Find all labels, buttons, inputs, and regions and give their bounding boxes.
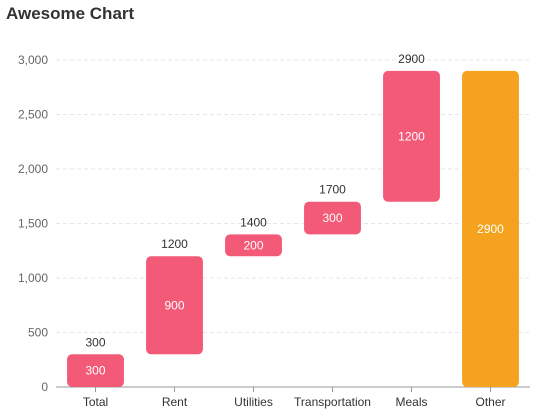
y-tick-label: 1,000 xyxy=(18,271,48,285)
bar-utilities xyxy=(225,234,282,257)
bar-total-label: 1200 xyxy=(161,237,188,251)
bar-total-label: 1400 xyxy=(240,215,267,229)
bar-total xyxy=(67,354,124,387)
y-tick-label: 3,000 xyxy=(18,53,48,67)
bar-value-label: 200 xyxy=(243,238,263,252)
x-tick-label: Meals xyxy=(395,395,427,409)
y-tick-label: 0 xyxy=(41,380,48,394)
bar-total-label: 1700 xyxy=(319,183,346,197)
bar-rent xyxy=(146,256,203,355)
bar-value-label: 300 xyxy=(85,364,105,378)
bar-value-label: 900 xyxy=(164,298,184,312)
bar-value-label: 1200 xyxy=(398,129,425,143)
chart-title: Awesome Chart xyxy=(6,4,135,23)
y-tick-label: 2,500 xyxy=(18,108,48,122)
y-tick-label: 1,500 xyxy=(18,217,48,231)
x-tick-label: Total xyxy=(83,395,108,409)
x-tick-label: Transportation xyxy=(294,395,371,409)
bar-meals xyxy=(383,70,440,202)
bar-value-label: 2900 xyxy=(477,222,504,236)
x-tick-label: Rent xyxy=(162,395,188,409)
y-tick-label: 2,000 xyxy=(18,162,48,176)
y-tick-label: 500 xyxy=(28,326,48,340)
x-tick-label: Other xyxy=(475,395,505,409)
x-tick-label: Utilities xyxy=(234,395,273,409)
bar-total-label: 300 xyxy=(85,335,105,349)
bar-total-label: 2900 xyxy=(398,52,425,66)
bar-value-label: 300 xyxy=(322,211,342,225)
bar-other xyxy=(462,70,519,388)
bar-transportation xyxy=(304,201,361,235)
